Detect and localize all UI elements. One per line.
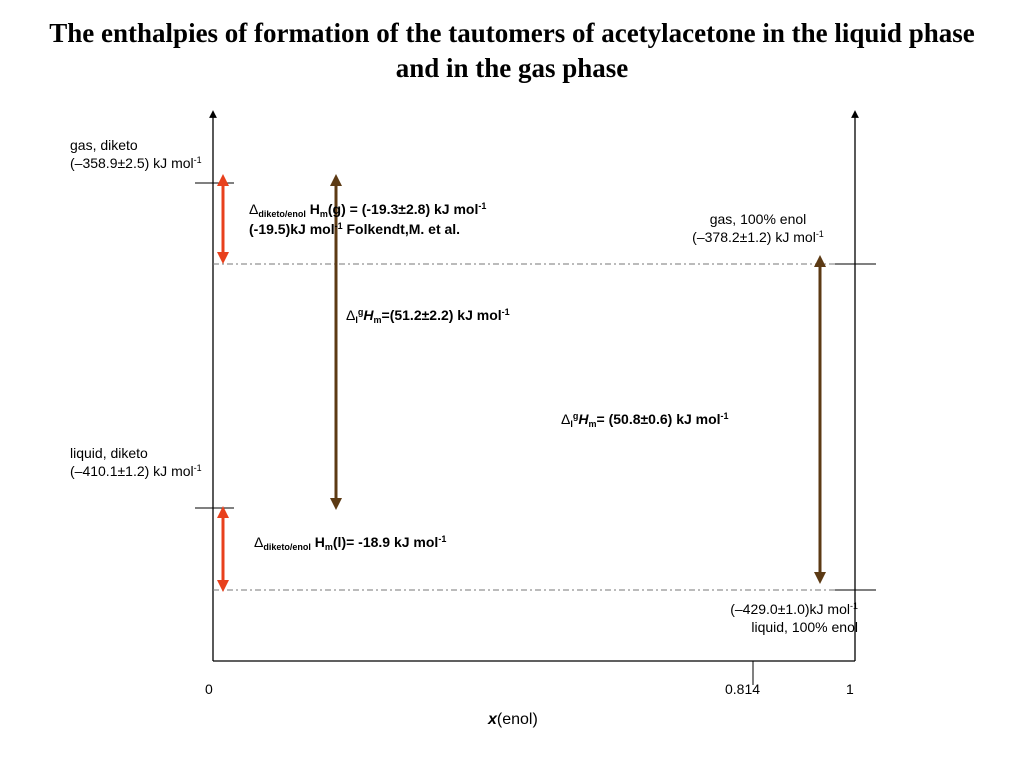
gas-tautomer-line2: (-19.5)kJ mol-1 Folkendt,M. et al. <box>249 221 461 237</box>
liquid-diketo-value: (–410.1±1.2) kJ mol-1 <box>70 463 202 479</box>
label-gas-enol: gas, 100% enol (–378.2±1.2) kJ mol-1 <box>668 210 848 246</box>
annotation-vap-enol: ΔlgHm= (50.8±0.6) kJ mol-1 <box>561 411 729 429</box>
annotation-liquid-tautomer: Δdiketo/enol Hm(l)= -18.9 kJ mol-1 <box>254 534 447 552</box>
tick-label-0: 0 <box>205 681 213 697</box>
liquid-diketo-name: liquid, diketo <box>70 445 148 461</box>
annotation-vap-diketo: ΔlgHm=(51.2±2.2) kJ mol-1 <box>346 307 510 325</box>
liquid-enol-name: liquid, 100% enol <box>751 619 858 635</box>
gas-diketo-value: (–358.9±2.5) kJ mol-1 <box>70 155 202 171</box>
gas-enol-name: gas, 100% enol <box>709 211 807 227</box>
label-liquid-enol: (–429.0±1.0)kJ mol-1 liquid, 100% enol <box>660 600 858 636</box>
tick-label-1: 1 <box>846 681 854 697</box>
title-line-1: The enthalpies of formation of the tauto… <box>49 18 975 48</box>
annotation-gas-tautomer: Δdiketo/enol Hm(g) = (-19.3±2.8) kJ mol-… <box>249 200 486 238</box>
gas-enol-value: (–378.2±1.2) kJ mol-1 <box>692 229 824 245</box>
title-line-2: and in the gas phase <box>395 53 629 83</box>
label-gas-diketo: gas, diketo (–358.9±2.5) kJ mol-1 <box>70 136 202 172</box>
label-liquid-diketo: liquid, diketo (–410.1±1.2) kJ mol-1 <box>70 444 202 480</box>
gas-diketo-name: gas, diketo <box>70 137 138 153</box>
liquid-enol-value: (–429.0±1.0)kJ mol-1 <box>730 601 858 617</box>
x-axis-label: x(enol) <box>488 711 538 728</box>
tick-label-0814: 0.814 <box>725 681 761 697</box>
gas-tautomer-line1: Δdiketo/enol Hm(g) = (-19.3±2.8) kJ mol-… <box>249 201 487 219</box>
diagram-title: The enthalpies of formation of the tauto… <box>0 16 1024 86</box>
